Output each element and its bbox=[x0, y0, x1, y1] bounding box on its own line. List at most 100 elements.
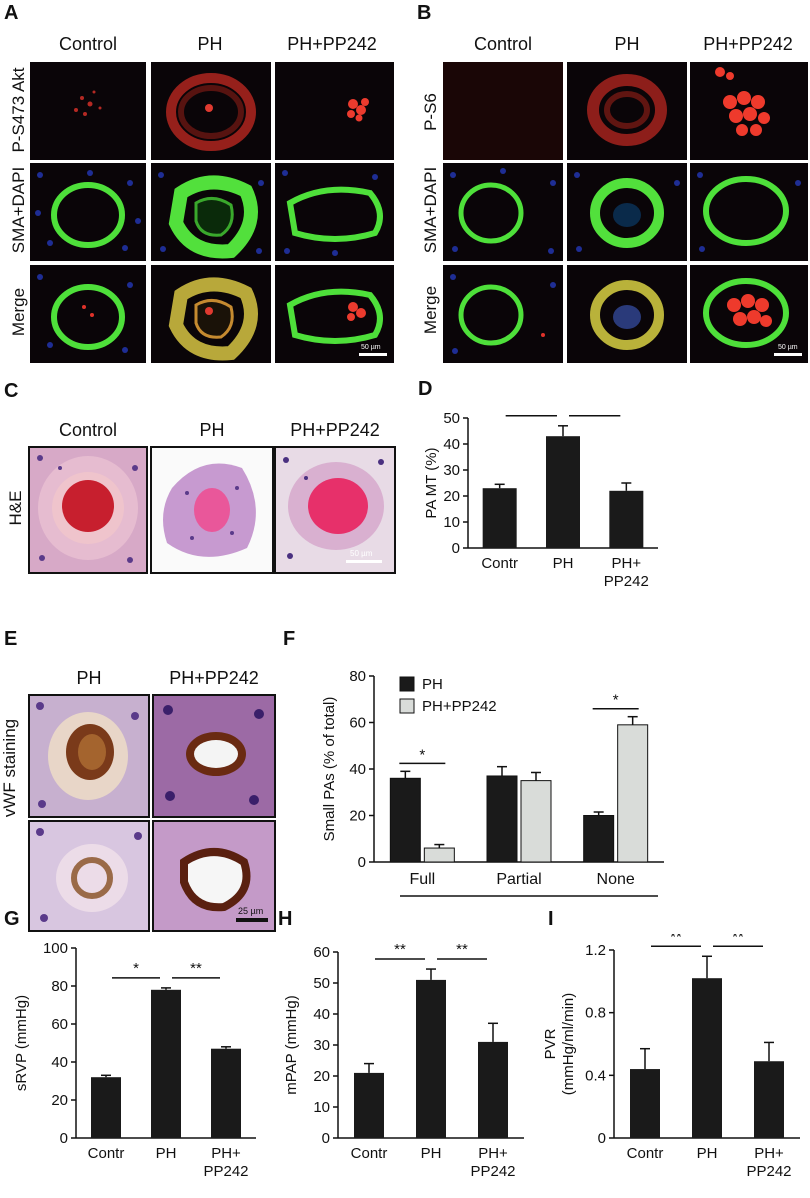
legend-label: PH bbox=[422, 676, 443, 693]
significance-label: ** bbox=[732, 934, 744, 945]
bar bbox=[692, 978, 722, 1138]
y-tick-label: 0 bbox=[452, 540, 460, 557]
legend-swatch bbox=[399, 676, 415, 692]
y-tick-label: 0 bbox=[598, 1130, 606, 1147]
row-label-sma-dapi: SMA+DAPI bbox=[421, 166, 440, 254]
micrograph-e-pp242-1 bbox=[152, 694, 276, 818]
y-tick-label: 60 bbox=[349, 715, 366, 732]
x-tick-label: Partial bbox=[496, 871, 541, 888]
row-label-vwf-staining: vWF staining bbox=[0, 718, 19, 818]
column-title-ph-pp242: PH+PP242 bbox=[287, 34, 377, 54]
y-tick-label: 0.8 bbox=[585, 1005, 606, 1022]
x-tick-label: PH bbox=[553, 555, 574, 572]
y-tick-label: 100 bbox=[43, 940, 68, 957]
significance-label: * bbox=[133, 960, 139, 977]
y-axis-label: PVR bbox=[542, 1028, 559, 1059]
y-tick-label: 30 bbox=[443, 462, 460, 479]
bar bbox=[583, 815, 615, 863]
bar bbox=[91, 1077, 121, 1138]
bar bbox=[609, 490, 644, 548]
y-tick-label: 20 bbox=[313, 1068, 330, 1085]
panel-label-i: I bbox=[548, 908, 554, 930]
x-tick-label: Contr bbox=[351, 1145, 388, 1162]
x-tick-label: PH bbox=[697, 1145, 718, 1162]
micrograph-b-merge-pp242: 50 µm bbox=[690, 265, 808, 363]
y-tick-label: 60 bbox=[51, 1016, 68, 1033]
bar bbox=[389, 777, 421, 863]
y-axis-label: Small PAs (% of total) bbox=[321, 697, 338, 842]
x-tick-label: PH+ bbox=[754, 1145, 784, 1162]
micrograph-b-ps6-pp242 bbox=[690, 62, 808, 160]
chart-f: 0 20 40 60 80 Small PAs (% of total) Full * Part… bbox=[321, 668, 664, 897]
panel-label-f: F bbox=[283, 628, 296, 650]
column-title-ph-pp242: PH+PP242 bbox=[290, 420, 380, 440]
micrograph-a-akt-control bbox=[30, 62, 146, 160]
panel-label-a: A bbox=[4, 2, 19, 24]
column-title-ph: PH bbox=[199, 420, 225, 440]
micrograph-e-ph-1 bbox=[28, 694, 150, 818]
scalebar-label-b: 50 µm bbox=[778, 344, 798, 351]
y-tick-label: 40 bbox=[349, 761, 366, 778]
significance-label: * bbox=[528, 408, 534, 415]
micrograph-a-merge-pp242: 50 µm bbox=[275, 265, 394, 363]
micrograph-b-ps6-control bbox=[443, 62, 563, 160]
significance-label: ** bbox=[456, 941, 468, 958]
panel-label-e: E bbox=[4, 628, 18, 650]
significance-label: ** bbox=[394, 941, 406, 958]
row-label-he: H&E bbox=[6, 490, 25, 526]
x-tick-label: PP242 bbox=[746, 1163, 791, 1180]
micrograph-a-sma-pp242 bbox=[275, 163, 394, 261]
x-tick-label: PP242 bbox=[604, 573, 649, 590]
micrograph-b-sma-ph bbox=[567, 163, 687, 261]
x-tick-label: PH+ bbox=[478, 1145, 508, 1162]
column-title-ph: PH bbox=[197, 34, 223, 54]
bar bbox=[546, 436, 580, 548]
x-tick-label: PP242 bbox=[470, 1163, 515, 1180]
y-tick-label: 40 bbox=[313, 1006, 330, 1023]
significance-label: ** bbox=[670, 934, 682, 945]
column-title-ph-pp242: PH+PP242 bbox=[169, 668, 259, 688]
chart-h: 0 10 20 30 40 50 60 mPAP (mmHg) Contr PH PH+PP242 *… bbox=[283, 941, 524, 1180]
legend-swatch bbox=[399, 698, 415, 714]
x-tick-label: None bbox=[597, 871, 635, 888]
x-tick-label: PH+ bbox=[211, 1145, 241, 1162]
scalebar-label-e: 25 µm bbox=[238, 906, 263, 916]
bar bbox=[617, 724, 649, 863]
column-title-control: Control bbox=[473, 34, 533, 54]
micrograph-a-merge-ph bbox=[151, 265, 271, 363]
bar bbox=[354, 1072, 384, 1138]
micrograph-b-merge-control bbox=[443, 265, 563, 363]
y-tick-label: 0 bbox=[60, 1130, 68, 1147]
micrograph-a-akt-pp242 bbox=[275, 62, 394, 160]
micrograph-a-merge-control bbox=[30, 265, 146, 363]
panel-label-g: G bbox=[4, 908, 20, 930]
row-label-merge: Merge bbox=[9, 287, 28, 337]
chart-d: 0 10 20 30 40 50 PA MT (%) Contr PH PH+PP242 * * bbox=[423, 408, 658, 590]
bar bbox=[416, 979, 446, 1138]
y-tick-label: 20 bbox=[51, 1092, 68, 1109]
micrograph-c-pp242: 50 µm bbox=[274, 446, 396, 574]
y-axis-label: (mmHg/ml/min) bbox=[560, 993, 577, 1096]
micrograph-e-ph-2 bbox=[28, 820, 150, 932]
x-tick-label: PH bbox=[421, 1145, 442, 1162]
micrograph-a-sma-ph bbox=[151, 163, 271, 261]
column-title-ph: PH bbox=[614, 34, 640, 54]
y-tick-label: 60 bbox=[313, 944, 330, 961]
column-title-control: Control bbox=[58, 420, 118, 440]
column-title-ph: PH bbox=[76, 668, 102, 688]
scalebar-label-a: 50 µm bbox=[361, 344, 381, 351]
scalebar-label-c: 50 µm bbox=[350, 549, 373, 558]
y-tick-label: 10 bbox=[443, 514, 460, 531]
y-axis-label: sRVP (mmHg) bbox=[13, 995, 30, 1091]
bar bbox=[478, 1041, 508, 1138]
x-tick-label: PH bbox=[156, 1145, 177, 1162]
y-tick-label: 40 bbox=[51, 1054, 68, 1071]
bar bbox=[486, 775, 518, 863]
y-tick-label: 20 bbox=[443, 488, 460, 505]
column-title-control: Control bbox=[58, 34, 118, 54]
micrograph-a-akt-ph bbox=[151, 62, 271, 160]
y-tick-label: 50 bbox=[443, 410, 460, 427]
y-tick-label: 20 bbox=[349, 808, 366, 825]
bar bbox=[151, 989, 181, 1138]
